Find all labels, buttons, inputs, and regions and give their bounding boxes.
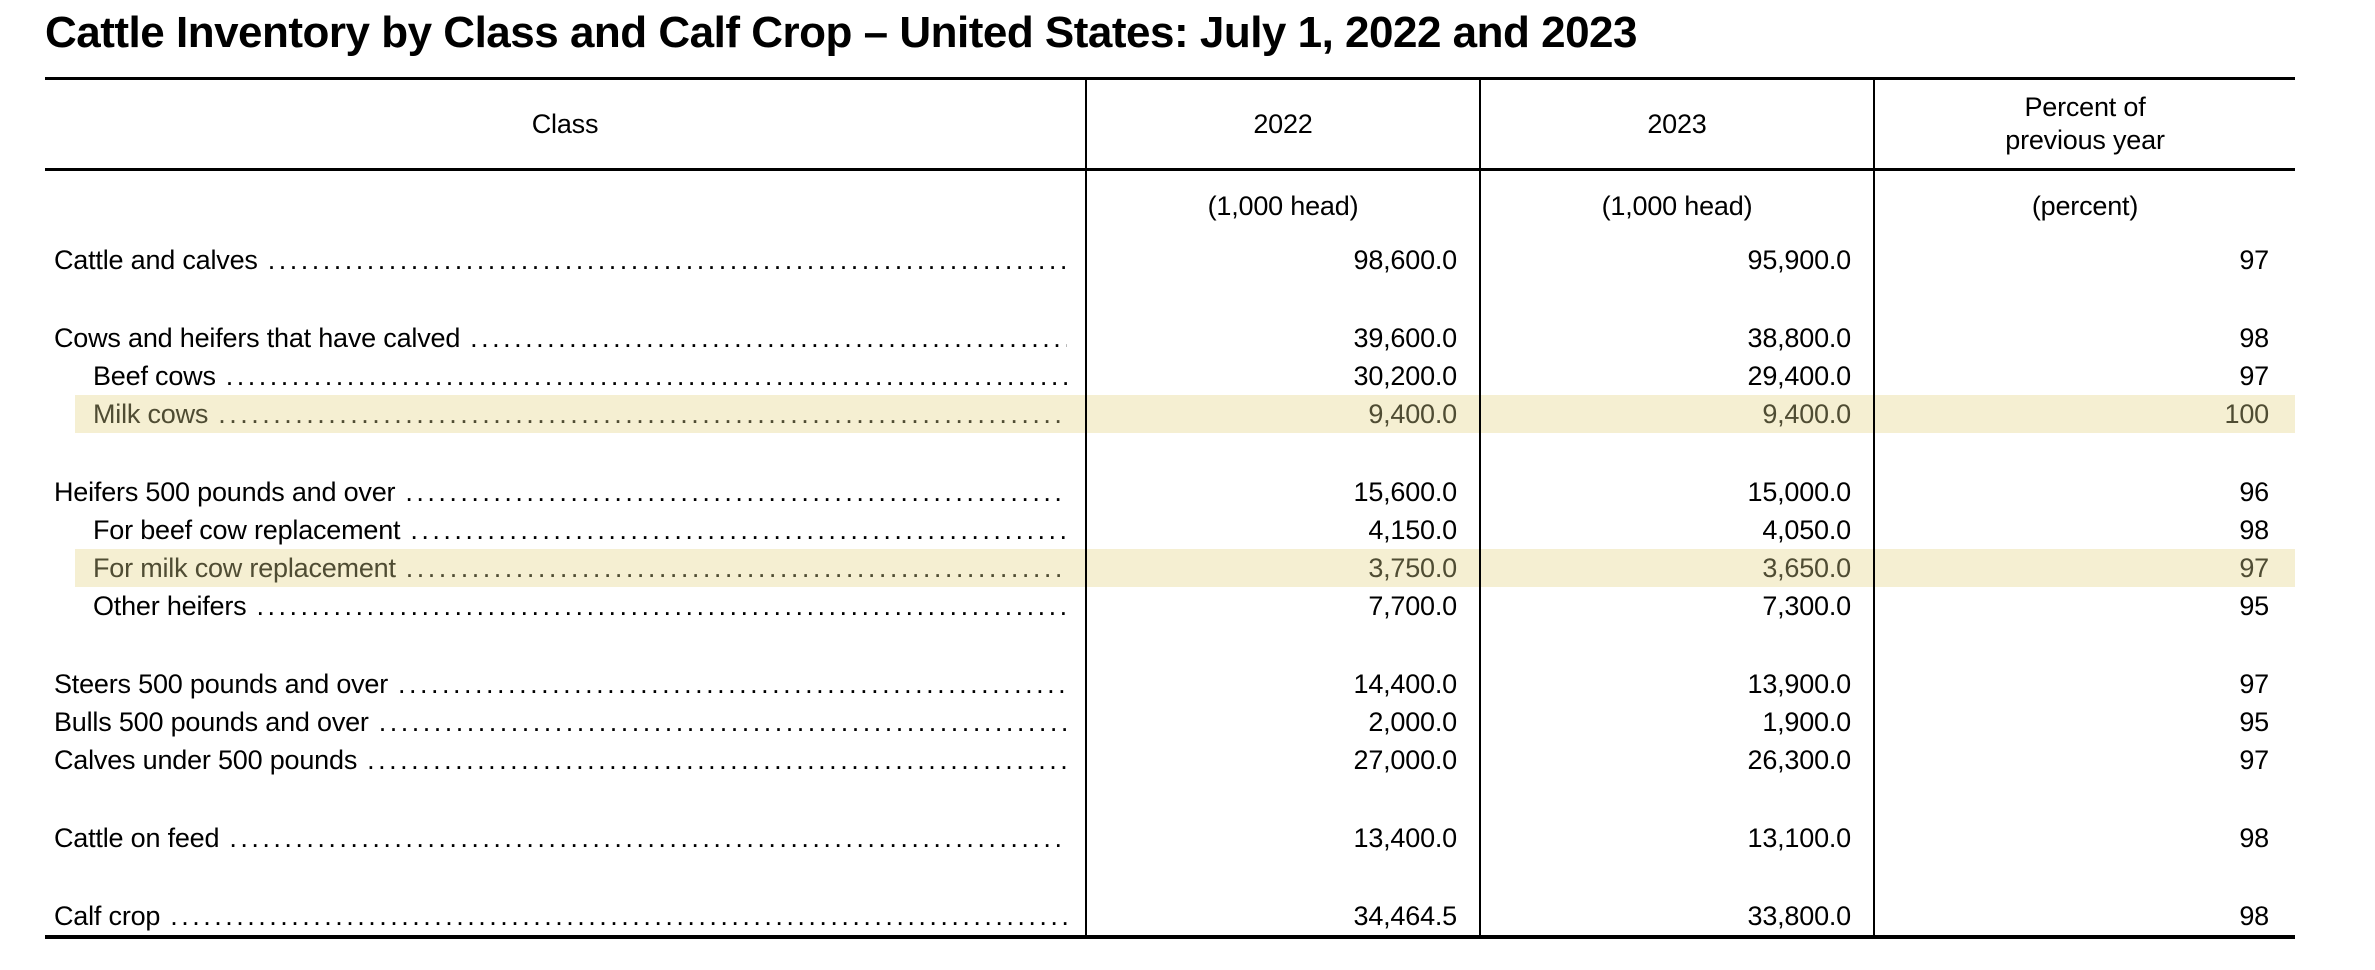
column-header-row: Class 2022 2023 Percent of previous year (45, 77, 2295, 171)
row-label: Beef cows (93, 360, 216, 391)
table-row: Other heifers...........................… (45, 587, 2295, 625)
cell-2023: 4,050.0 (1479, 511, 1874, 549)
cell-2022: 27,000.0 (1085, 741, 1480, 779)
spacer-row (45, 857, 2295, 897)
cell-percent: 98 (1873, 511, 2295, 549)
cell-2022: 7,700.0 (1085, 587, 1480, 625)
row-label: Cattle and calves (54, 244, 258, 275)
row-label: Steers 500 pounds and over (54, 668, 389, 699)
cattle-inventory-table: Class 2022 2023 Percent of previous year… (45, 77, 2295, 939)
cell-percent: 95 (1873, 587, 2295, 625)
table-row: For beef cow replacement................… (45, 511, 2295, 549)
table-row: Calf crop...............................… (45, 897, 2295, 939)
cell-2023: 33,800.0 (1479, 897, 1874, 939)
cell-2023: 95,900.0 (1479, 241, 1874, 279)
table-row: Calves under 500 pounds.................… (45, 741, 2295, 779)
row-label: Calves under 500 pounds (54, 744, 358, 775)
table-row: Cows and heifers that have calved.......… (45, 319, 2295, 357)
cell-percent: 97 (1873, 741, 2295, 779)
dot-leader: ........................................… (218, 398, 1067, 429)
cell-2022: 34,464.5 (1085, 897, 1480, 939)
cell-2023: 9,400.0 (1479, 395, 1874, 433)
spacer-row (45, 779, 2295, 819)
dot-leader: ........................................… (170, 900, 1067, 931)
inventory-table: Class 2022 2023 Percent of previous year… (45, 77, 2295, 939)
spacer-row (45, 625, 2295, 665)
row-label: Bulls 500 pounds and over (54, 706, 369, 737)
table-row: Cattle on feed..........................… (45, 819, 2295, 857)
row-label: Other heifers (93, 590, 247, 621)
col-header-2023: 2023 (1479, 77, 1874, 171)
cell-percent: 97 (1873, 241, 2295, 279)
units-row: (1,000 head) (1,000 head) (percent) (45, 169, 2295, 241)
dot-leader: ........................................… (470, 322, 1067, 353)
cell-percent: 97 (1873, 549, 2295, 587)
dot-leader: ........................................… (378, 706, 1067, 737)
cell-percent: 98 (1873, 319, 2295, 357)
col-header-percent-line2: previous year (2005, 125, 2165, 155)
cell-2023: 13,100.0 (1479, 819, 1874, 857)
cell-2023: 13,900.0 (1479, 665, 1874, 703)
cell-2022: 3,750.0 (1085, 549, 1480, 587)
unit-2023: (1,000 head) (1479, 169, 1874, 241)
col-header-percent-line1: Percent of (2024, 92, 2146, 122)
col-header-percent: Percent of previous year (1873, 77, 2295, 171)
cell-2022: 13,400.0 (1085, 819, 1480, 857)
dot-leader: ........................................… (405, 476, 1067, 507)
row-label: Cattle on feed (54, 822, 220, 853)
dot-leader: ........................................… (229, 822, 1067, 853)
cell-2022: 15,600.0 (1085, 473, 1480, 511)
dot-leader: ........................................… (367, 744, 1067, 775)
dot-leader: ........................................… (410, 514, 1067, 545)
cell-2023: 7,300.0 (1479, 587, 1874, 625)
cell-2022: 39,600.0 (1085, 319, 1480, 357)
table-row: Cattle and calves.......................… (45, 241, 2295, 279)
unit-percent: (percent) (1873, 169, 2295, 241)
cell-2022: 14,400.0 (1085, 665, 1480, 703)
dot-leader: ........................................… (398, 668, 1067, 699)
cell-percent: 98 (1873, 897, 2295, 939)
row-label: For milk cow replacement (93, 552, 396, 583)
table-row: Beef cows...............................… (45, 357, 2295, 395)
table-row: Heifers 500 pounds and over.............… (45, 473, 2295, 511)
cell-2023: 26,300.0 (1479, 741, 1874, 779)
table-row: Steers 500 pounds and over..............… (45, 665, 2295, 703)
table-row: Bulls 500 pounds and over...............… (45, 703, 2295, 741)
dot-leader: ........................................… (267, 244, 1067, 275)
cell-percent: 100 (1873, 395, 2295, 433)
cell-percent: 98 (1873, 819, 2295, 857)
col-header-class: Class (45, 77, 1086, 171)
cell-2022: 98,600.0 (1085, 241, 1480, 279)
cell-percent: 97 (1873, 665, 2295, 703)
row-label: Cows and heifers that have calved (54, 322, 461, 353)
cell-2022: 30,200.0 (1085, 357, 1480, 395)
row-label: Calf crop (54, 900, 161, 931)
row-label: Milk cows (93, 398, 209, 429)
dot-leader: ........................................… (225, 360, 1067, 391)
cell-2023: 38,800.0 (1479, 319, 1874, 357)
cell-2023: 3,650.0 (1479, 549, 1874, 587)
cell-2023: 29,400.0 (1479, 357, 1874, 395)
unit-2022: (1,000 head) (1085, 169, 1480, 241)
row-label: Heifers 500 pounds and over (54, 476, 396, 507)
table-row-highlighted: Milk cows...............................… (45, 395, 2295, 433)
cell-percent: 96 (1873, 473, 2295, 511)
cell-2022: 2,000.0 (1085, 703, 1480, 741)
cell-2022: 4,150.0 (1085, 511, 1480, 549)
cell-percent: 97 (1873, 357, 2295, 395)
cell-2022: 9,400.0 (1085, 395, 1480, 433)
dot-leader: ........................................… (256, 590, 1067, 621)
dot-leader: ........................................… (405, 552, 1067, 583)
cell-percent: 95 (1873, 703, 2295, 741)
row-label: For beef cow replacement (93, 514, 401, 545)
cell-2023: 1,900.0 (1479, 703, 1874, 741)
spacer-row (45, 279, 2295, 319)
page-title: Cattle Inventory by Class and Calf Crop … (45, 8, 1638, 57)
table-row-highlighted: For milk cow replacement................… (45, 549, 2295, 587)
spacer-row (45, 433, 2295, 473)
cell-2023: 15,000.0 (1479, 473, 1874, 511)
col-header-2022: 2022 (1085, 77, 1480, 171)
